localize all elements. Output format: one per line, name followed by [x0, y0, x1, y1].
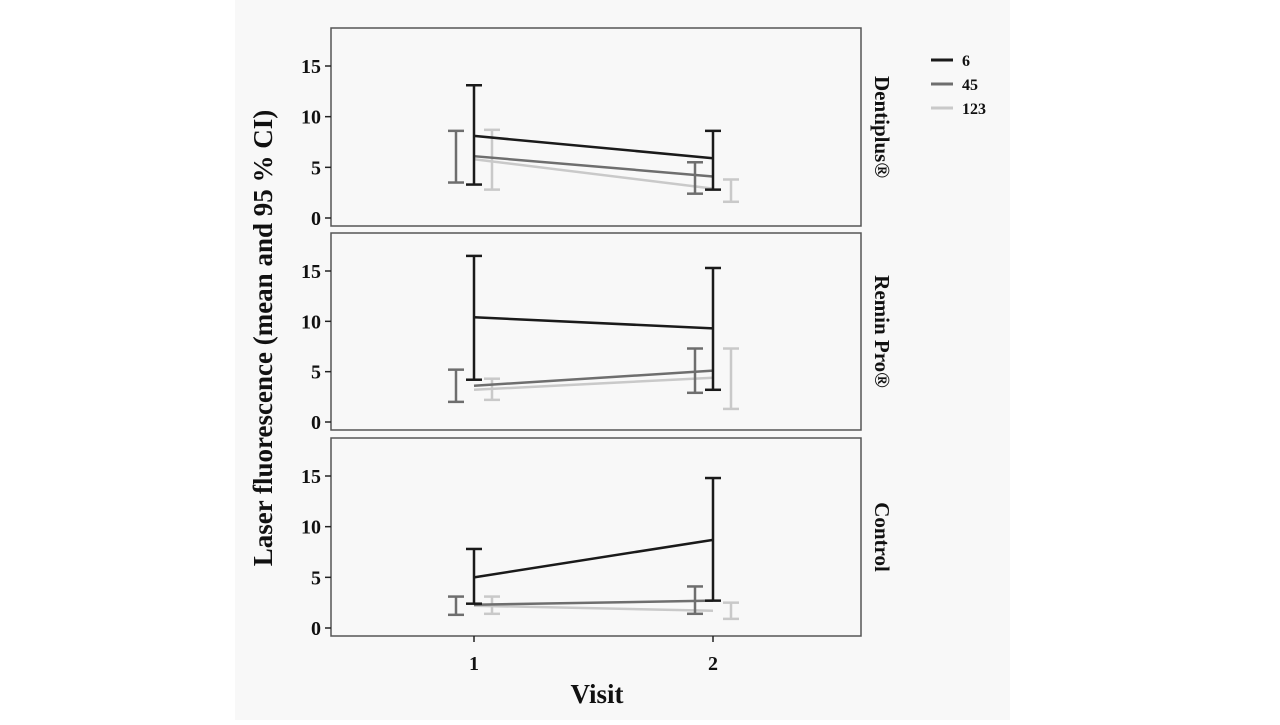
- y-tick-label: 10: [301, 517, 321, 539]
- y-tick-label: 5: [311, 157, 321, 179]
- series-line-45: [473, 599, 714, 606]
- x-axis-title: Visit: [571, 679, 624, 709]
- legend-label-6: 6: [962, 53, 970, 70]
- series-line-45: [473, 154, 714, 178]
- y-tick-label: 15: [301, 261, 321, 283]
- y-tick-label: 0: [311, 618, 321, 640]
- y-tick-label: 0: [311, 208, 321, 230]
- y-tick-label: 0: [311, 412, 321, 434]
- series-line-123: [473, 604, 714, 613]
- series-line-123: [473, 376, 714, 392]
- panel-frame: [330, 27, 862, 227]
- panel-frame: [330, 232, 862, 431]
- y-tick-label: 5: [311, 567, 321, 589]
- legend-label-123: 123: [962, 101, 986, 118]
- series-line-123: [473, 157, 714, 190]
- x-tick-label: 2: [708, 653, 718, 675]
- panel-frame: [330, 437, 862, 637]
- series-line-6: [473, 538, 714, 579]
- legend-label-45: 45: [962, 77, 978, 94]
- panel-strip-label: Remin Pro®: [870, 275, 894, 388]
- y-axis-title: Laser fluorescence (mean and 95 % CI): [248, 110, 278, 566]
- series-line-6: [473, 134, 714, 160]
- y-tick-label: 5: [311, 362, 321, 384]
- y-tick-label: 15: [301, 56, 321, 78]
- series-line-45: [473, 369, 714, 388]
- chart-figure: Laser fluorescence (mean and 95 % CI) Vi…: [235, 0, 1010, 720]
- series-line-6: [473, 316, 714, 330]
- y-tick-label: 10: [301, 311, 321, 333]
- x-tick-label: 1: [469, 653, 479, 675]
- chart-svg: Laser fluorescence (mean and 95 % CI) Vi…: [248, 27, 986, 709]
- panel-strip-label: Control: [870, 502, 894, 572]
- y-tick-label: 15: [301, 466, 321, 488]
- panel-strip-label: Dentiplus®: [870, 76, 894, 178]
- y-tick-label: 10: [301, 107, 321, 129]
